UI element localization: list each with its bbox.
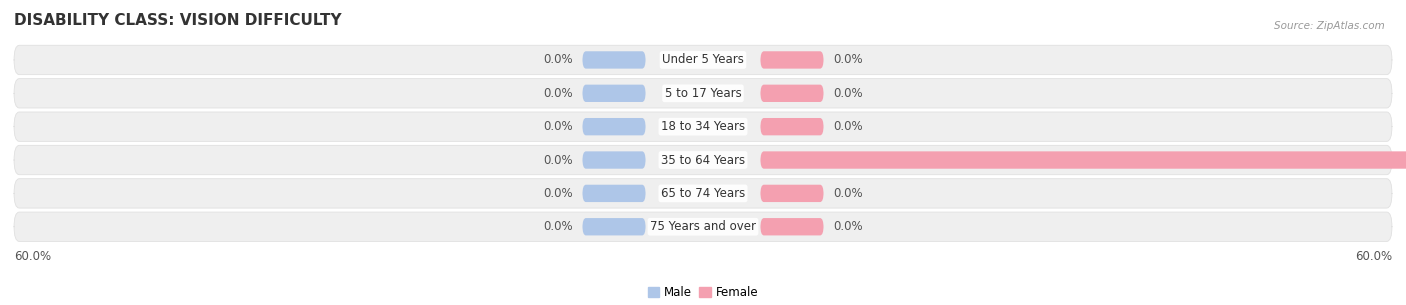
Text: Source: ZipAtlas.com: Source: ZipAtlas.com xyxy=(1274,21,1385,31)
Text: 5 to 17 Years: 5 to 17 Years xyxy=(665,87,741,100)
FancyBboxPatch shape xyxy=(582,118,645,135)
Text: 18 to 34 Years: 18 to 34 Years xyxy=(661,120,745,133)
FancyBboxPatch shape xyxy=(582,51,645,69)
FancyBboxPatch shape xyxy=(582,185,645,202)
FancyBboxPatch shape xyxy=(761,51,824,69)
Text: 75 Years and over: 75 Years and over xyxy=(650,220,756,233)
Text: 0.0%: 0.0% xyxy=(544,153,574,167)
Legend: Male, Female: Male, Female xyxy=(643,282,763,304)
Text: 65 to 74 Years: 65 to 74 Years xyxy=(661,187,745,200)
Text: 0.0%: 0.0% xyxy=(832,87,862,100)
FancyBboxPatch shape xyxy=(582,218,645,235)
FancyBboxPatch shape xyxy=(14,112,1392,141)
FancyBboxPatch shape xyxy=(14,45,1392,75)
Text: 0.0%: 0.0% xyxy=(544,120,574,133)
FancyBboxPatch shape xyxy=(14,79,1392,108)
FancyBboxPatch shape xyxy=(582,85,645,102)
FancyBboxPatch shape xyxy=(761,185,824,202)
Text: DISABILITY CLASS: VISION DIFFICULTY: DISABILITY CLASS: VISION DIFFICULTY xyxy=(14,13,342,28)
FancyBboxPatch shape xyxy=(761,85,824,102)
FancyBboxPatch shape xyxy=(14,145,1392,175)
Text: 60.0%: 60.0% xyxy=(1355,250,1392,263)
Text: 0.0%: 0.0% xyxy=(832,53,862,66)
Text: Under 5 Years: Under 5 Years xyxy=(662,53,744,66)
FancyBboxPatch shape xyxy=(582,151,645,169)
FancyBboxPatch shape xyxy=(14,179,1392,208)
Text: 35 to 64 Years: 35 to 64 Years xyxy=(661,153,745,167)
FancyBboxPatch shape xyxy=(761,118,824,135)
Text: 0.0%: 0.0% xyxy=(832,120,862,133)
Text: 0.0%: 0.0% xyxy=(544,53,574,66)
FancyBboxPatch shape xyxy=(14,212,1392,242)
FancyBboxPatch shape xyxy=(761,151,1406,169)
Text: 60.0%: 60.0% xyxy=(14,250,51,263)
FancyBboxPatch shape xyxy=(761,218,824,235)
Text: 0.0%: 0.0% xyxy=(544,220,574,233)
Text: 0.0%: 0.0% xyxy=(832,220,862,233)
Text: 0.0%: 0.0% xyxy=(544,187,574,200)
Text: 0.0%: 0.0% xyxy=(832,187,862,200)
Text: 0.0%: 0.0% xyxy=(544,87,574,100)
